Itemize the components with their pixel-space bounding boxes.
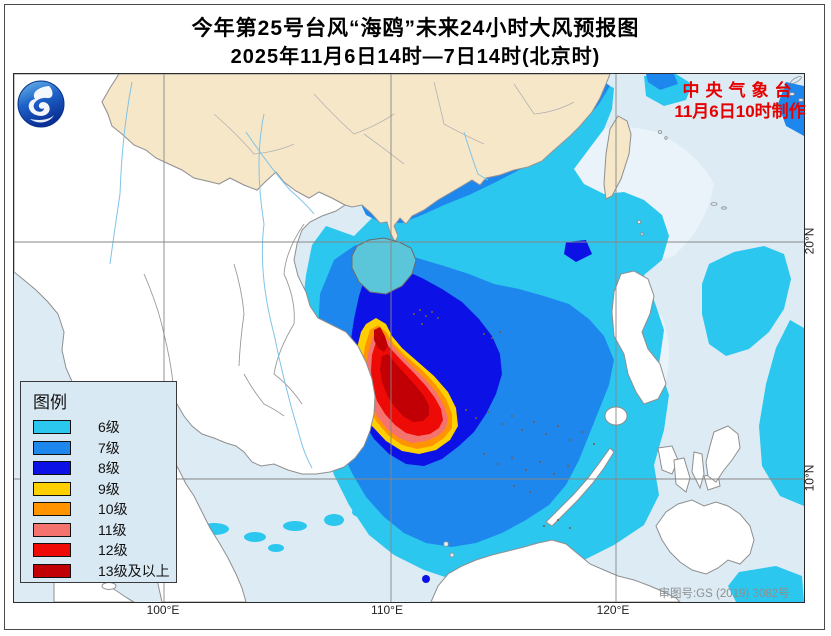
legend-label-7: 7级: [98, 439, 120, 456]
legend-row: 12级: [33, 540, 176, 561]
legend-swatch-10: [33, 502, 71, 517]
legend-label-11: 11级: [98, 521, 127, 538]
mindanao: [655, 499, 755, 575]
rivers: [109, 81, 489, 469]
samar-leyte: [705, 425, 741, 483]
legend-row: 11级: [33, 520, 176, 541]
legend-swatch-7: [33, 440, 71, 455]
philippines-islands: [545, 270, 755, 575]
legend-row: 13级及以上: [33, 561, 176, 582]
china-landmass: [101, 74, 611, 244]
map-graphic: [14, 74, 804, 602]
typhoon-wind-core: [355, 318, 458, 454]
inner-borders: [213, 81, 575, 165]
legend-swatch-11: [33, 522, 71, 537]
legend-swatch-13: [33, 563, 71, 578]
ytick-20n: 20°N: [802, 227, 817, 255]
borneo-island: [430, 539, 681, 602]
legend-swatch-9: [33, 481, 71, 496]
reef-dots: [413, 309, 595, 529]
legend-swatch-8: [33, 461, 71, 476]
xtick-110e: 110°E: [371, 603, 403, 617]
ytick-10n: 10°N: [802, 464, 817, 492]
hainan-island: [351, 237, 417, 295]
band-13plus: [380, 354, 429, 422]
legend-label-6: 6级: [98, 419, 120, 436]
legend-label-12: 12级: [98, 542, 128, 559]
legend-row: 8级: [33, 458, 176, 479]
attribution-agency: 中央气象台: [682, 81, 798, 100]
page-border: [4, 4, 825, 630]
nmc-dragon-logo: [16, 79, 66, 129]
legend-swatch-6: [33, 420, 71, 435]
palawan: [545, 447, 615, 527]
map-review-number: 审图号:GS (2019) 3082号: [658, 588, 790, 600]
legend-row: 6级: [33, 417, 176, 438]
attribution-block: 中央气象台 11月6日10时制作: [652, 80, 828, 122]
legend-swatch-12: [33, 543, 71, 558]
legend-label-9: 9级: [98, 480, 120, 497]
legend-box: 图例 6级 7级 8级 9级 10级 11级 12级: [20, 381, 177, 583]
taiwan-island: [603, 115, 632, 200]
map-subtitle-valid-time: 2025年11月6日14时—7日14时(北京时): [230, 46, 601, 68]
legend-label-10: 10级: [98, 501, 128, 518]
band-13plus-coastal: [374, 327, 388, 352]
xtick-120e: 120°E: [596, 603, 630, 617]
small-islands: [443, 76, 804, 558]
legend-row: 10级: [33, 499, 176, 520]
legend-label-8: 8级: [98, 460, 120, 477]
xtick-100e: 100°E: [146, 603, 180, 617]
legend-row: 9级: [33, 479, 176, 500]
map-title: 今年第25号台风“海鸥”未来24小时大风预报图: [191, 17, 640, 40]
legend-label-13: 13级及以上: [98, 562, 170, 579]
luzon: [611, 270, 667, 405]
negros: [673, 457, 691, 493]
legend-title: 图例: [33, 393, 67, 412]
attribution-issued: 11月6日10时制作: [674, 102, 806, 121]
legend-row: 7级: [33, 438, 176, 459]
